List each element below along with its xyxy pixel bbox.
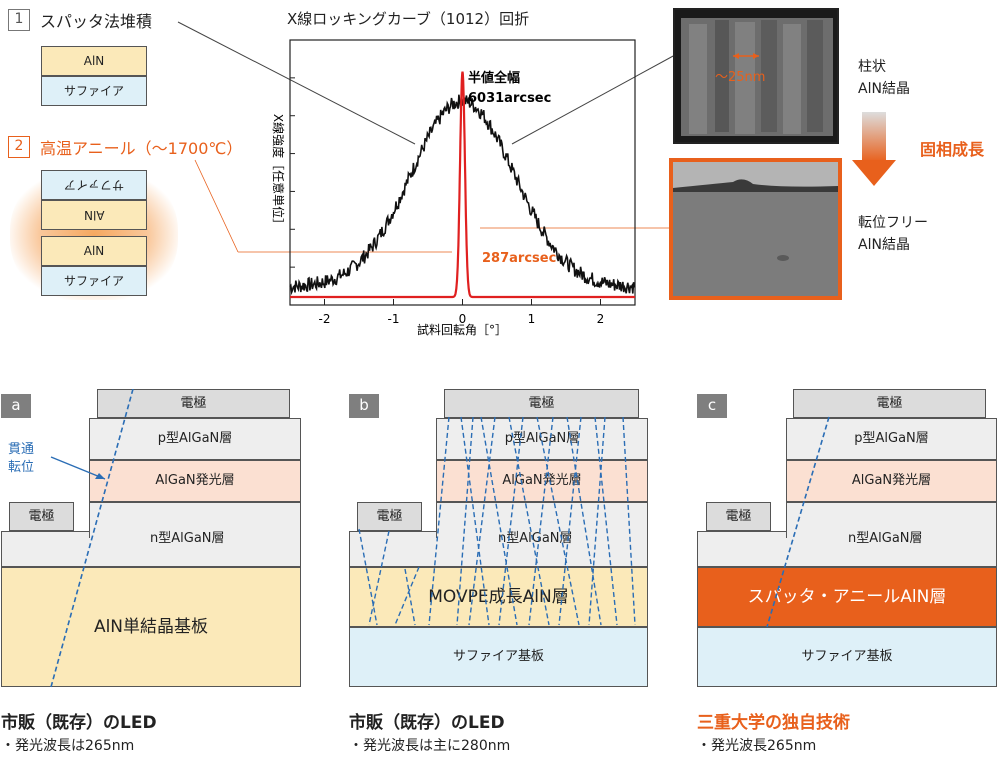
step-2-ain-flipped: AlN (41, 200, 147, 230)
label-disl-free-2: AlN結晶 (858, 237, 910, 253)
x-tick-label: 1 (528, 312, 536, 326)
panel-a-side-electrode: 電極 (9, 502, 74, 531)
x-tick-label: 0 (459, 312, 467, 326)
panel-b-tag: b (349, 394, 379, 418)
panel-a-top-electrode: 電極 (97, 389, 290, 418)
chart-title: X線ロッキングカーブ（1012）回折 (287, 10, 530, 28)
chart-ticks: -2 -1 0 1 2 (290, 77, 605, 326)
label-disl-free-1: 転位フリー (858, 215, 928, 231)
flat-texture (673, 162, 838, 296)
panel-c-ain-layer: スパッタ・アニールAlN層 (697, 567, 997, 627)
x-tick-label: -2 (319, 312, 331, 326)
panel-b-side-electrode: 電極 (357, 502, 422, 531)
panel-c-emit-layer: AlGaN発光層 (786, 460, 997, 502)
panel-a-annotation-1: 貫通 (8, 442, 35, 457)
step-2-number: 2 (8, 136, 30, 158)
x-tick-label: 2 (597, 312, 605, 326)
label-columnar-2: AlN結晶 (858, 81, 910, 97)
panel-c-caption: 三重大学の独自技術 (697, 713, 850, 733)
step-1-number: 1 (8, 9, 30, 31)
panel-c-n-layer-upper (786, 502, 997, 538)
panel-c-sub: ・発光波長265nm (697, 738, 817, 754)
panel-a-n-layer-upper (89, 502, 301, 538)
x-axis-label: 試料回転角［°］ (417, 322, 507, 337)
step-1-title: スパッタ法堆積 (40, 12, 153, 31)
panel-c-side-electrode: 電極 (706, 502, 771, 531)
panel-b-sub: ・発光波長は主に280nm (349, 738, 511, 754)
step-2-ain-layer: AlN (41, 236, 147, 266)
panel-a-p-layer: p型AlGaN層 (89, 418, 301, 460)
leader-lines (177, 21, 676, 253)
panel-a-n-label: n型AlGaN層 (150, 531, 225, 546)
tem-scale-label: 〜25nm (715, 70, 766, 85)
rocking-curve-chart: -2 -1 0 1 2 X線強度［任意単位］ 試料回転角［°］ 半値全幅 6031arc… (271, 39, 636, 337)
solid-phase-label: 固相成長 (920, 140, 985, 159)
panel-a-tag: a (1, 394, 31, 418)
black-curve (289, 94, 636, 296)
panel-a-substrate: AlN単結晶基板 (1, 567, 301, 687)
red-fwhm-value: 287arcsec (482, 251, 556, 266)
panel-a-sub: ・発光波長は265nm (1, 738, 135, 754)
panel-c-dislocation (766, 416, 830, 628)
panel-b-substrate: サファイア基板 (349, 627, 648, 687)
panel-a-annotation-2: 転位 (8, 460, 35, 475)
panel-c-n-label: n型AlGaN層 (848, 531, 923, 546)
panel-c-tag: c (697, 394, 727, 418)
panel-b-emit-layer: AlGaN発光層 (436, 460, 648, 502)
step-2-sapphire-layer: サファイア (41, 266, 147, 296)
panel-b-n-label: n型AlGaN層 (498, 531, 573, 546)
panel-b-ain-layer: MOVPE成長AlN層 (349, 567, 648, 627)
columnar-texture (681, 18, 833, 136)
solid-phase-arrow (862, 112, 886, 162)
panel-a-dislocations (50, 389, 134, 688)
panel-a-emit-layer: AlGaN発光層 (89, 460, 301, 502)
step-1-ain-layer: AlN (41, 46, 147, 76)
panel-b-top-electrode: 電極 (444, 389, 639, 418)
red-curve (290, 71, 635, 299)
panel-b-caption: 市販（既存）のLED (349, 713, 505, 733)
panel-c-p-layer: p型AlGaN層 (786, 418, 997, 460)
panel-a-caption: 市販（既存）のLED (1, 713, 157, 733)
solid-phase-arrow-head (852, 160, 896, 186)
panel-c-top-electrode: 電極 (793, 389, 986, 418)
tem-image-dislocation-free (669, 158, 842, 300)
step-1-sapphire-layer: サファイア (41, 76, 147, 106)
y-axis-label: X線強度［任意単位］ (271, 114, 286, 230)
panel-c-substrate: サファイア基板 (697, 627, 997, 687)
step-2-title: 高温アニール（〜1700℃） (40, 139, 243, 158)
fwhm-value: 6031arcsec (468, 91, 551, 106)
fwhm-label: 半値全幅 (468, 70, 520, 86)
panel-b-p-layer: p型AlGaN層 (436, 418, 648, 460)
panel-b-dislocations (358, 416, 636, 626)
x-tick-label: -1 (388, 312, 400, 326)
step-2-sapphire-flipped: サファイア (41, 170, 147, 200)
label-columnar-1: 柱状 (858, 59, 886, 75)
tem-image-columnar: 〜25nm (673, 8, 839, 144)
